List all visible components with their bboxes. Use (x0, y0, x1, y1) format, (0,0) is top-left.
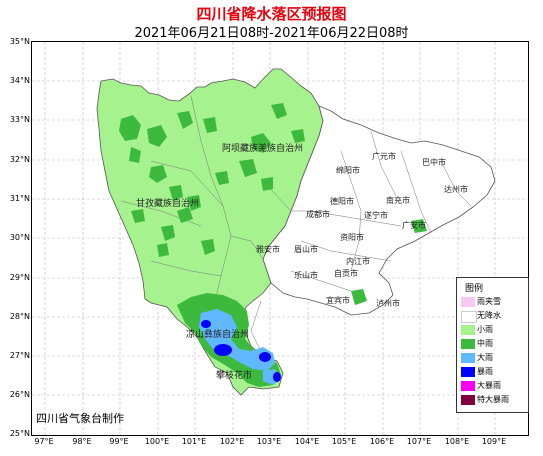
label-zigong: 自贡市 (334, 269, 358, 278)
label-liangshan: 凉山彝族自治州 (186, 330, 250, 340)
legend-title: 图例 (465, 284, 484, 294)
label-chengdu: 成都市 (306, 210, 330, 219)
lon-label-101: 101°E (181, 437, 207, 446)
legend-item-light-rain: 小雨 (461, 324, 527, 336)
map-canvas (32, 42, 528, 435)
lon-label-107: 107°E (406, 437, 432, 446)
label-ziyang: 资阳市 (340, 233, 364, 242)
lon-label-108: 108°E (444, 437, 470, 446)
lon-label-104: 104°E (294, 437, 320, 446)
legend-item-rainstorm: 暴雨 (461, 366, 527, 378)
legend-label: 特大暴雨 (477, 395, 509, 404)
label-aba: 阿坝藏族羌族自治州 (222, 144, 304, 154)
label-bazhong: 巴中市 (422, 158, 446, 167)
lon-label-97: 97°E (34, 437, 54, 446)
rainstorm-areas (201, 320, 281, 382)
legend-swatch (461, 353, 475, 363)
lon-label-102: 102°E (219, 437, 245, 446)
map-subtitle: 2021年06月21日08时-2021年06月22日08时 (134, 26, 409, 41)
lat-label-32: 32°N (9, 155, 30, 164)
label-ganzi: 甘孜藏族自治州 (136, 199, 200, 209)
legend-item-extreme-rainstorm: 特大暴雨 (461, 394, 527, 406)
lat-label-26: 26°N (9, 390, 30, 399)
lat-label-31: 31°N (9, 194, 30, 203)
label-deyang: 德阳市 (330, 197, 354, 206)
legend-item-no-precip: 无降水 (461, 310, 527, 323)
label-leshan: 乐山市 (294, 271, 318, 280)
label-panzhihua: 攀枝花市 (216, 371, 253, 381)
legend-swatch (461, 325, 475, 335)
label-meishan: 眉山市 (294, 245, 318, 254)
legend-item-sleet: 雨夹雪 (461, 296, 527, 308)
map-frame (31, 41, 529, 436)
legend-swatch (461, 339, 475, 349)
legend-item-moderate-rain: 中雨 (461, 338, 527, 350)
lat-label-27: 27°N (9, 351, 30, 360)
lon-label-109: 109°E (481, 437, 507, 446)
label-nanchong: 南充市 (386, 196, 410, 205)
legend-swatch (461, 381, 475, 391)
legend-label: 暴雨 (477, 367, 493, 376)
legend-label: 无降水 (477, 311, 501, 320)
legend-item-heavy-rainstorm: 大暴雨 (461, 380, 527, 392)
label-dazhou: 达州市 (444, 185, 468, 194)
lat-label-29: 29°N (9, 273, 30, 282)
label-guangan: 广安市 (402, 221, 426, 230)
legend-label: 小雨 (477, 325, 493, 334)
lat-label-25: 25°N (9, 429, 30, 438)
legend-label: 雨夹雪 (477, 297, 501, 306)
label-luzhou: 泸州市 (376, 299, 400, 308)
lon-label-106: 106°E (369, 437, 395, 446)
credit-text: 四川省气象台制作 (36, 412, 124, 425)
lat-label-33: 33°N (9, 115, 30, 124)
legend-label: 中雨 (477, 339, 493, 348)
label-guangyuan: 广元市 (372, 152, 396, 161)
label-yibin: 宜宾市 (326, 296, 350, 305)
legend-label: 大暴雨 (477, 381, 501, 390)
label-mianyang: 绵阳市 (336, 166, 360, 175)
lat-label-35: 35°N (9, 37, 30, 46)
lat-label-34: 34°N (9, 76, 30, 85)
label-suining: 遂宁市 (364, 211, 388, 220)
lat-label-30: 30°N (9, 233, 30, 242)
eastern-sichuan-no-rain (262, 105, 496, 316)
legend-swatch (461, 297, 475, 307)
map-title: 四川省降水落区预报图 (196, 5, 347, 23)
lon-label-105: 105°E (331, 437, 357, 446)
lat-label-28: 28°N (9, 312, 30, 321)
legend-label: 大雨 (477, 353, 493, 362)
lon-label-100: 100°E (144, 437, 170, 446)
legend-item-heavy-rain: 大雨 (461, 352, 527, 364)
legend-swatch (461, 395, 475, 405)
label-neijiang: 内江市 (346, 257, 370, 266)
legend: 图例 雨夹雪 无降水 小雨 中雨 大雨 暴雨 大暴雨 特大暴雨 (456, 277, 529, 413)
label-yaan: 雅安市 (256, 245, 280, 254)
legend-swatch (461, 367, 475, 377)
lon-label-103: 103°E (256, 437, 282, 446)
lon-label-99: 99°E (109, 437, 129, 446)
legend-swatch (461, 311, 477, 323)
lon-label-98: 98°E (72, 437, 92, 446)
prefecture-borders (120, 95, 472, 357)
